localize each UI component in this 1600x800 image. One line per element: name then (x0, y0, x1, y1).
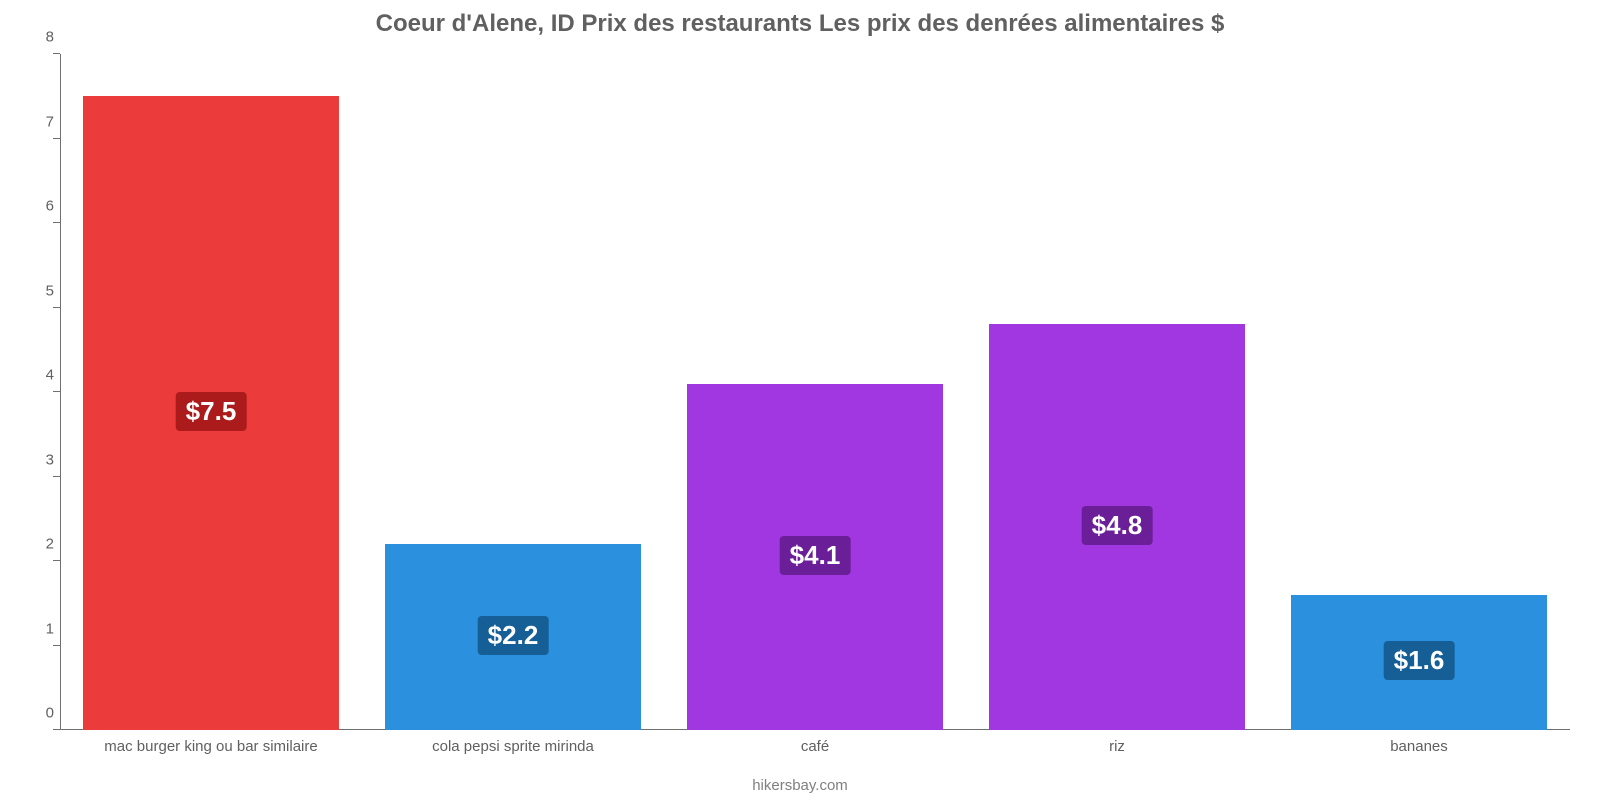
y-tick-mark (53, 560, 60, 561)
y-tick-label: 2 (28, 536, 54, 553)
price-bar-chart: Coeur d'Alene, ID Prix des restaurants L… (0, 0, 1600, 800)
y-tick-mark (53, 729, 60, 730)
bar: $4.1 (687, 384, 944, 730)
bar: $4.8 (989, 324, 1246, 730)
bar: $7.5 (83, 96, 340, 730)
y-tick-mark (53, 307, 60, 308)
y-tick-label: 0 (28, 705, 54, 722)
source-label: hikersbay.com (0, 777, 1600, 794)
bar-value-badge: $4.8 (1082, 506, 1153, 545)
bar: $1.6 (1291, 595, 1548, 730)
y-tick-label: 1 (28, 620, 54, 637)
bar-value-badge: $4.1 (780, 536, 851, 575)
bar-value-badge: $2.2 (478, 616, 549, 655)
bars-container: $7.5 $2.2 $4.1 $4.8 $1.6 (60, 54, 1570, 730)
x-axis-label: mac burger king ou bar similaire (104, 738, 317, 755)
x-axis-label: bananes (1390, 738, 1448, 755)
y-tick-label: 5 (28, 282, 54, 299)
x-axis-labels: mac burger king ou bar similaire cola pep… (60, 738, 1570, 768)
y-tick-mark (53, 53, 60, 54)
y-tick-label: 4 (28, 367, 54, 384)
y-tick-mark (53, 222, 60, 223)
bar: $2.2 (385, 544, 642, 730)
y-tick-label: 8 (28, 29, 54, 46)
x-axis-label: cola pepsi sprite mirinda (432, 738, 594, 755)
chart-title: Coeur d'Alene, ID Prix des restaurants L… (0, 10, 1600, 38)
plot-area: $7.5$2.2$4.1$4.8$1.6 012345678 (60, 54, 1570, 730)
y-tick-mark (53, 391, 60, 392)
bar-value-badge: $7.5 (176, 392, 247, 431)
y-tick-label: 6 (28, 198, 54, 215)
y-tick-mark (53, 645, 60, 646)
x-axis-label: café (801, 738, 829, 755)
bar-value-badge: $1.6 (1384, 641, 1455, 680)
x-axis-label: riz (1109, 738, 1125, 755)
y-tick-mark (53, 476, 60, 477)
y-tick-mark (53, 138, 60, 139)
y-tick-label: 3 (28, 451, 54, 468)
y-tick-label: 7 (28, 113, 54, 130)
